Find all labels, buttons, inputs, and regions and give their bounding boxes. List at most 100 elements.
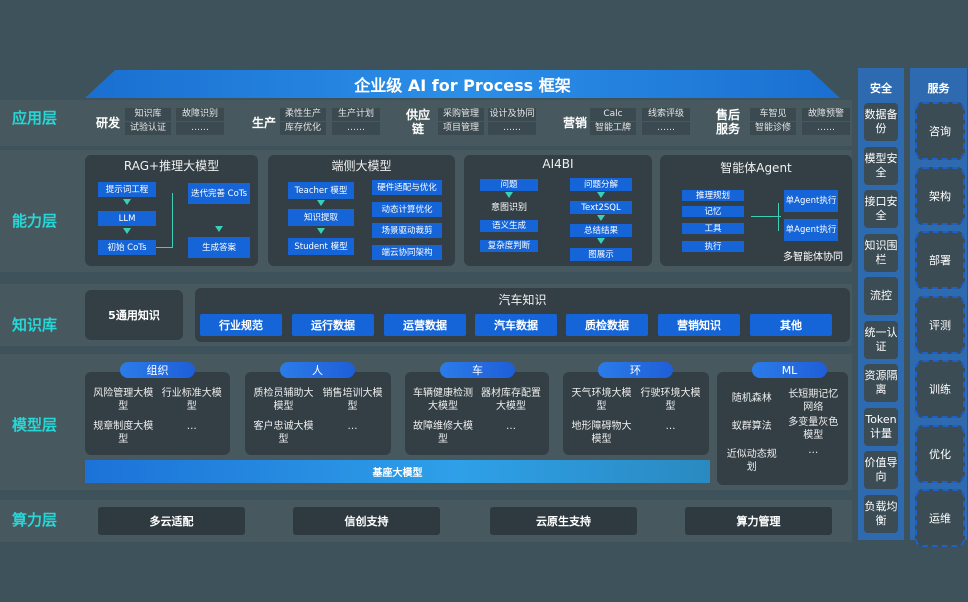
app-item: Calc bbox=[590, 108, 636, 121]
connector-line bbox=[751, 216, 781, 217]
layer-label-compute: 算力层 bbox=[12, 511, 58, 529]
model-group-pill: ML bbox=[752, 362, 827, 378]
base-model-bar: 基座大模型 bbox=[85, 460, 710, 483]
service-item: 架构 bbox=[915, 166, 965, 225]
general-knowledge-box: 5通用知识 bbox=[85, 290, 183, 340]
ai4bi-step: Text2SQL bbox=[570, 201, 632, 214]
knowledge-chip: 运行数据 bbox=[292, 314, 374, 336]
app-item: 智能诊修 bbox=[750, 122, 796, 135]
app-group-0: 研发 bbox=[95, 116, 120, 130]
security-item: 统一认证 bbox=[864, 320, 898, 359]
app-group-1: 生产 bbox=[251, 116, 276, 130]
framework-title-banner: 企业级 AI for Process 框架 bbox=[85, 70, 840, 98]
ai4bi-question: 问题 bbox=[480, 179, 538, 191]
ai4bi-step: 问题分解 bbox=[570, 178, 632, 191]
edge-item: 端云协同架构 bbox=[372, 245, 442, 260]
model-item: … bbox=[808, 445, 819, 456]
edge-step: Student 模型 bbox=[288, 238, 354, 255]
app-item: …… bbox=[802, 122, 850, 135]
model-item: 规章制度大模型 bbox=[93, 421, 154, 445]
agent-capability: 记忆 bbox=[682, 206, 744, 217]
model-group-pill: 车 bbox=[440, 362, 515, 378]
security-item: Token计量 bbox=[864, 407, 898, 446]
ai4bi-step: 总结结果 bbox=[570, 224, 632, 237]
rag-step: LLM bbox=[98, 211, 156, 226]
app-group-4: 售后服务 bbox=[715, 108, 740, 136]
agent-title: 智能体Agent bbox=[720, 161, 792, 175]
model-item: 车辆健康检测大模型 bbox=[413, 388, 473, 412]
app-item: 生产计划 bbox=[332, 108, 380, 121]
security-item: 价值导向 bbox=[864, 451, 898, 489]
down-arrow-icon bbox=[597, 238, 605, 244]
knowledge-chip: 行业规范 bbox=[200, 314, 282, 336]
model-item: … bbox=[506, 421, 516, 432]
app-item: 采购管理 bbox=[438, 108, 484, 121]
model-group-panel bbox=[563, 372, 709, 455]
agent-caption: 多智能体协同 bbox=[783, 252, 843, 263]
model-item: 风险管理大模型 bbox=[93, 388, 154, 412]
model-item: 随机森林 bbox=[731, 393, 772, 404]
service-item: 训练 bbox=[915, 360, 965, 418]
single-agent-box: 单Agent执行 bbox=[784, 219, 838, 241]
model-group-panel bbox=[85, 372, 230, 455]
compute-box: 云原生支持 bbox=[490, 507, 637, 535]
app-item: 试验认证 bbox=[125, 122, 171, 135]
app-item: …… bbox=[642, 122, 690, 135]
model-item: 客户忠诚大模型 bbox=[253, 421, 314, 445]
security-item: 接口安全 bbox=[864, 190, 898, 228]
security-title: 安全 bbox=[870, 82, 892, 95]
compute-box: 信创支持 bbox=[293, 507, 440, 535]
model-item: 近似动态规划 bbox=[726, 449, 777, 473]
down-arrow-icon bbox=[123, 199, 131, 205]
model-group-panel bbox=[245, 372, 391, 455]
app-item: 车智见 bbox=[750, 108, 796, 121]
model-item: 天气环境大模型 bbox=[571, 388, 632, 412]
connector-line bbox=[778, 203, 779, 231]
model-item: 蚁群算法 bbox=[731, 421, 772, 432]
model-item: 销售培训大模型 bbox=[322, 388, 383, 412]
knowledge-chip: 营销知识 bbox=[658, 314, 740, 336]
app-group-2: 供应链 bbox=[405, 108, 430, 136]
security-item: 知识围栏 bbox=[864, 233, 898, 272]
model-item: … bbox=[347, 421, 358, 432]
service-item: 评测 bbox=[915, 295, 965, 354]
ai4bi-intent: 意图识别 bbox=[490, 203, 527, 213]
app-item: 柔性生产 bbox=[280, 108, 326, 121]
rag-step: 提示词工程 bbox=[98, 182, 156, 197]
model-item: … bbox=[665, 421, 676, 432]
model-item: 长短期记忆网络 bbox=[788, 389, 839, 413]
app-item: …… bbox=[176, 122, 224, 135]
connector-line bbox=[156, 247, 172, 248]
layer-label-app: 应用层 bbox=[12, 109, 58, 127]
service-item: 咨询 bbox=[915, 102, 965, 160]
app-item: …… bbox=[332, 122, 380, 135]
down-arrow-icon bbox=[597, 192, 605, 198]
auto-knowledge-title: 汽车知识 bbox=[498, 293, 547, 307]
layer-label-knowledge: 知识库 bbox=[12, 316, 58, 334]
ai4bi-step: 语义生成 bbox=[480, 220, 538, 232]
compute-box: 算力管理 bbox=[685, 507, 832, 535]
knowledge-chip: 质检数据 bbox=[566, 314, 648, 336]
rag-step: 生成答案 bbox=[188, 237, 250, 258]
security-item: 数据备份 bbox=[864, 103, 898, 141]
security-item: 流控 bbox=[864, 277, 898, 315]
edge-item: 动态计算优化 bbox=[372, 202, 442, 217]
model-item: 器材库存配置大模型 bbox=[481, 388, 541, 412]
edge-item: 硬件适配与优化 bbox=[372, 180, 442, 195]
down-arrow-icon bbox=[597, 215, 605, 221]
model-group-pill: 环 bbox=[598, 362, 673, 378]
model-item: 多变量灰色模型 bbox=[788, 417, 839, 441]
model-group-pill: 人 bbox=[280, 362, 355, 378]
app-item: …… bbox=[488, 122, 536, 135]
model-group-panel bbox=[717, 372, 848, 485]
layer-label-capability: 能力层 bbox=[12, 212, 58, 230]
compute-box: 多云适配 bbox=[98, 507, 245, 535]
general-knowledge-label: 5通用知识 bbox=[108, 309, 160, 322]
service-title: 服务 bbox=[927, 82, 950, 95]
model-item: 行驶环境大模型 bbox=[640, 388, 701, 412]
app-item: 智能工牌 bbox=[590, 122, 636, 135]
app-item: 线索评级 bbox=[642, 108, 690, 121]
app-group-3: 营销 bbox=[562, 116, 587, 130]
app-item: 故障预警 bbox=[802, 108, 850, 121]
model-group-panel bbox=[405, 372, 549, 455]
